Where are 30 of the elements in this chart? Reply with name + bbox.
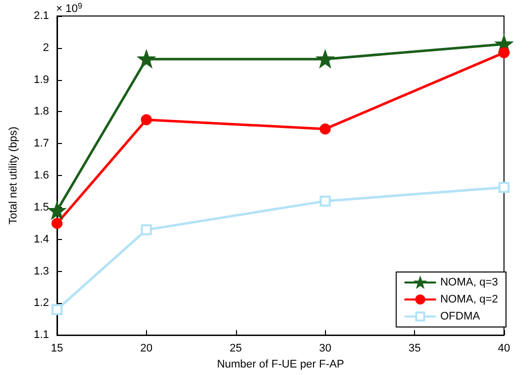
y-tick-label: 1.7 (34, 138, 49, 150)
point (320, 123, 331, 134)
y-tick-label: 2.1 (34, 10, 49, 22)
x-tick-label: 25 (230, 342, 242, 355)
x-tick-label: 15 (50, 342, 64, 355)
x-tick-label: 20 (140, 342, 153, 355)
point (498, 182, 510, 193)
point (140, 114, 152, 126)
y-tick-label: 1.6 (34, 170, 49, 182)
legend-label: OFDMA (440, 310, 481, 322)
legend-label: NOMA, q=2 (440, 294, 498, 306)
y-tick-label: 1.2 (34, 297, 49, 310)
x-tick-label: 35 (408, 342, 421, 355)
point (140, 224, 152, 236)
y-axis-title: Total net utility (bps) (8, 126, 20, 224)
y-tick-label: 1.9 (34, 74, 49, 86)
x-axis-title: Number of F-UE per F-AP (216, 358, 344, 370)
point (52, 218, 62, 229)
x-tick-label: 30 (319, 342, 332, 355)
point (498, 47, 510, 58)
y-tick-label: 1.8 (34, 106, 49, 118)
y-tick-label: 1.1 (34, 329, 49, 342)
y-tick-label: 1.4 (34, 233, 49, 246)
y-tick-label: 1.5 (34, 201, 49, 214)
y-tick-label: 1.3 (34, 265, 49, 278)
y-tick-label: 2 (42, 42, 49, 54)
legend-label: NOMA, q=3 (440, 276, 498, 288)
point (320, 196, 331, 207)
x-tick-label: 40 (498, 342, 510, 355)
point (52, 304, 62, 316)
